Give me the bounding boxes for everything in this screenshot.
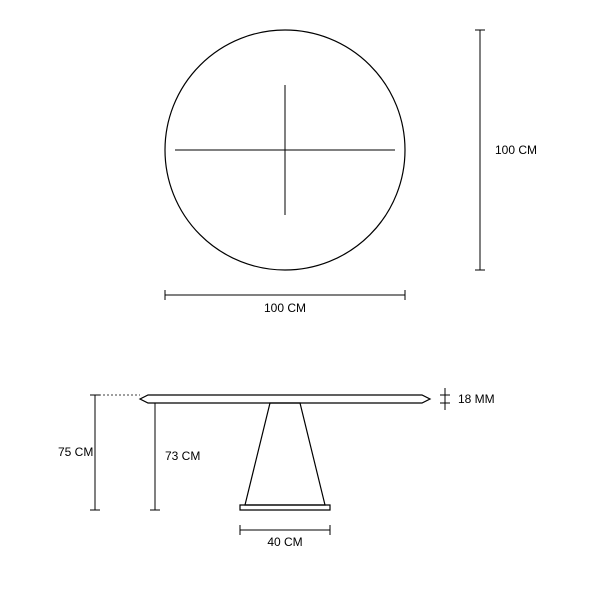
tabletop-side bbox=[140, 395, 430, 403]
pedestal bbox=[245, 403, 325, 505]
dim-width-100-label: 100 CM bbox=[264, 301, 306, 315]
dim-base-40: 40 CM bbox=[240, 525, 330, 549]
dim-height-100: 100 CM bbox=[475, 30, 537, 270]
dim-thickness-18-label: 18 MM bbox=[458, 392, 495, 406]
dim-height-100-label: 100 CM bbox=[495, 143, 537, 157]
top-view: 100 CM 100 CM bbox=[165, 30, 537, 315]
dim-height-75: 75 CM bbox=[58, 395, 100, 510]
dim-height-73: 73 CM bbox=[150, 403, 200, 510]
pedestal-base bbox=[240, 505, 330, 510]
side-view: 75 CM 73 CM 18 MM 40 CM bbox=[58, 388, 495, 549]
dim-thickness-18: 18 MM bbox=[440, 388, 495, 410]
dim-height-73-label: 73 CM bbox=[165, 449, 200, 463]
dim-base-40-label: 40 CM bbox=[267, 535, 302, 549]
dim-width-100: 100 CM bbox=[165, 290, 405, 315]
dim-height-75-label: 75 CM bbox=[58, 445, 93, 459]
technical-drawing: 100 CM 100 CM 75 CM bbox=[0, 0, 600, 600]
